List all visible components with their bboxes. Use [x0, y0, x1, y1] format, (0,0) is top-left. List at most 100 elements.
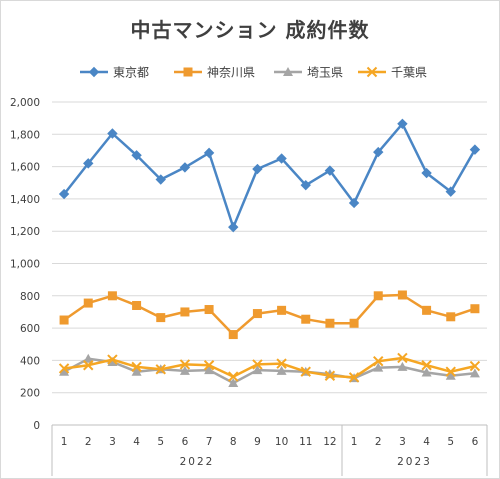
data-point-1-11 — [325, 318, 335, 328]
data-point-0-14 — [397, 118, 408, 130]
data-point-0-11 — [324, 165, 336, 176]
x-tick-label-17: 6 — [472, 436, 479, 448]
data-point-2-16 — [445, 370, 456, 380]
data-point-1-7 — [228, 330, 238, 340]
data-point-3-2 — [107, 354, 118, 365]
y-tick-label-0: 0 — [33, 420, 40, 432]
data-point-1-14 — [397, 290, 407, 300]
legend-label-3: 千葉県 — [391, 66, 427, 80]
data-point-3-14 — [397, 352, 408, 364]
data-point-2-7 — [228, 378, 239, 388]
y-tick-label-200: 200 — [20, 388, 40, 400]
y-tick-label-1200: 1,200 — [10, 226, 40, 238]
data-point-2-9 — [276, 365, 287, 375]
data-point-2-0 — [59, 366, 70, 376]
x-tick-label-10: 11 — [299, 436, 312, 448]
data-point-1-17 — [470, 304, 480, 314]
x-tick-label-4: 5 — [157, 436, 164, 448]
data-point-3-3 — [131, 361, 142, 373]
data-point-2-8 — [252, 365, 263, 375]
data-point-3-15 — [421, 360, 432, 371]
y-tick-label-2000: 2,000 — [10, 97, 40, 109]
data-point-3-12 — [348, 372, 360, 383]
x-tick-label-3: 4 — [133, 436, 140, 448]
data-point-3-0 — [58, 363, 70, 374]
data-point-3-16 — [445, 366, 456, 377]
data-point-2-17 — [469, 368, 480, 378]
data-point-2-2 — [107, 357, 118, 367]
data-point-0-3 — [131, 150, 142, 161]
y-tick-label-1000: 1,000 — [10, 259, 40, 271]
data-point-3-11 — [324, 370, 336, 381]
data-point-2-3 — [131, 366, 142, 376]
data-point-1-15 — [422, 305, 432, 315]
data-point-0-9 — [276, 153, 287, 164]
data-point-3-4 — [155, 364, 166, 375]
data-point-0-1 — [83, 158, 94, 169]
data-point-0-4 — [155, 174, 166, 185]
data-point-1-6 — [204, 305, 214, 315]
y-tick-label-1600: 1,600 — [10, 162, 40, 174]
data-point-0-16 — [445, 186, 456, 197]
data-point-0-17 — [469, 144, 481, 155]
legend-marker-3 — [366, 66, 378, 78]
x-tick-label-11: 12 — [323, 436, 336, 448]
data-point-2-1 — [83, 353, 94, 363]
x-tick-label-14: 3 — [399, 436, 406, 448]
data-point-3-17 — [469, 360, 481, 372]
x-tick-label-8: 9 — [254, 436, 261, 448]
data-point-1-10 — [301, 314, 311, 324]
x-tick-label-5: 6 — [182, 436, 189, 448]
data-point-3-1 — [83, 360, 94, 371]
data-point-1-0 — [59, 315, 69, 325]
data-point-1-8 — [252, 309, 262, 319]
data-point-0-6 — [203, 147, 215, 159]
legend-label-2: 埼玉県 — [307, 66, 343, 80]
data-point-1-4 — [156, 313, 166, 323]
y-tick-label-600: 600 — [20, 323, 40, 335]
data-point-0-0 — [58, 188, 70, 200]
data-point-0-12 — [348, 197, 360, 209]
data-point-1-2 — [107, 291, 117, 301]
x-tick-label-9: 10 — [275, 436, 288, 448]
data-point-1-3 — [132, 300, 142, 310]
series-line-0 — [63, 122, 476, 229]
year-label-2022: 2022 — [180, 456, 215, 468]
x-tick-label-13: 2 — [375, 436, 382, 448]
x-tick-label-16: 5 — [447, 436, 454, 448]
data-point-1-5 — [180, 307, 190, 317]
data-point-0-10 — [300, 179, 311, 191]
data-point-2-13 — [373, 362, 384, 372]
data-point-3-9 — [276, 358, 287, 369]
data-point-0-8 — [252, 163, 263, 175]
data-point-3-13 — [373, 356, 384, 367]
data-point-0-5 — [179, 162, 191, 173]
data-point-1-13 — [373, 291, 383, 301]
data-point-0-13 — [373, 146, 384, 158]
y-tick-label-1800: 1,800 — [10, 129, 40, 141]
data-point-2-5 — [179, 365, 190, 375]
data-point-1-9 — [277, 305, 287, 315]
data-point-3-5 — [179, 359, 191, 370]
data-point-3-6 — [203, 360, 215, 371]
data-point-1-1 — [83, 298, 93, 308]
data-point-0-7 — [228, 221, 239, 233]
x-tick-label-6: 7 — [206, 436, 213, 448]
data-point-1-12 — [349, 318, 359, 328]
legend-marker-2 — [283, 67, 293, 76]
legend-label-0: 東京都 — [113, 66, 149, 80]
y-tick-label-1400: 1,400 — [10, 194, 40, 206]
data-point-2-14 — [397, 361, 408, 371]
y-tick-label-400: 400 — [20, 355, 40, 367]
x-tick-label-0: 1 — [61, 436, 68, 448]
x-tick-label-12: 1 — [351, 436, 358, 448]
x-tick-label-15: 4 — [423, 436, 430, 448]
legend-marker-0 — [88, 66, 100, 78]
data-point-2-15 — [421, 367, 432, 377]
data-point-2-6 — [204, 365, 215, 375]
legend-marker-1 — [183, 67, 193, 77]
x-tick-label-2: 3 — [109, 436, 116, 448]
data-point-1-16 — [446, 312, 456, 322]
